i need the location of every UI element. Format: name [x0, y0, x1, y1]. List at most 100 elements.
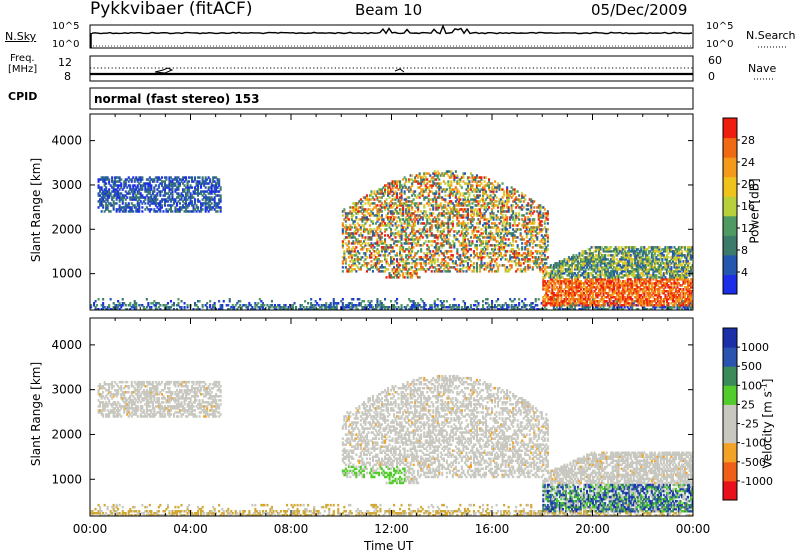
heatmap-cell	[482, 190, 485, 193]
heatmap-cell	[105, 192, 108, 195]
heatmap-cell	[451, 208, 454, 211]
heatmap-cell	[402, 258, 405, 261]
heatmap-cell	[448, 188, 451, 191]
heatmap-cell	[531, 202, 534, 205]
heatmap-cell	[379, 188, 382, 191]
heatmap-cell	[552, 294, 555, 297]
heatmap-cell	[108, 202, 111, 205]
heatmap-cell	[405, 202, 408, 205]
heatmap-cell	[459, 258, 462, 261]
heatmap-cell	[524, 306, 527, 309]
heatmap-cell	[503, 236, 506, 239]
heatmap-cell	[182, 176, 185, 179]
heatmap-cell	[201, 176, 204, 179]
heatmap-cell	[391, 186, 394, 189]
heatmap-cell	[513, 256, 516, 259]
heatmap-cell	[213, 198, 216, 201]
heatmap-cell	[566, 286, 569, 289]
heatmap-cell	[543, 284, 546, 287]
heatmap-cell	[530, 236, 533, 239]
heatmap-cell	[192, 308, 195, 310]
heatmap-cell	[453, 188, 456, 191]
heatmap-cell	[182, 188, 185, 191]
heatmap-cell	[483, 236, 486, 239]
heatmap-cell	[133, 180, 136, 183]
heatmap-cell	[554, 298, 557, 301]
heatmap-cell	[581, 258, 584, 261]
heatmap-cell	[492, 206, 495, 209]
heatmap-cell	[540, 238, 543, 241]
heatmap-cell	[302, 306, 305, 309]
heatmap-cell	[463, 210, 466, 213]
heatmap-cell	[510, 204, 513, 207]
heatmap-cell	[411, 238, 414, 241]
heatmap-cell	[341, 232, 344, 235]
heatmap-cell	[355, 212, 358, 215]
heatmap-cell	[353, 248, 356, 251]
heatmap-cell	[382, 242, 385, 245]
heatmap-cell	[384, 200, 387, 203]
heatmap-cell	[492, 248, 495, 251]
heatmap-cell	[543, 304, 546, 307]
heatmap-cell	[361, 212, 364, 215]
heatmap-cell	[450, 228, 453, 231]
heatmap-cell	[129, 308, 132, 310]
heatmap-cell	[185, 186, 188, 189]
heatmap-cell	[210, 182, 213, 185]
heatmap-cell	[385, 258, 388, 261]
heatmap-cell	[371, 230, 374, 233]
heatmap-cell	[584, 306, 587, 309]
heatmap-cell	[390, 300, 393, 303]
heatmap-cell	[376, 220, 379, 223]
heatmap-cell	[583, 266, 586, 269]
heatmap-cell	[409, 238, 412, 241]
heatmap-cell	[525, 232, 528, 235]
heatmap-cell	[362, 252, 365, 255]
heatmap-cell	[417, 222, 420, 225]
heatmap-cell	[546, 284, 549, 287]
heatmap-cell	[592, 284, 595, 287]
heatmap-cell	[530, 232, 533, 235]
heatmap-cell	[200, 210, 203, 213]
heatmap-cell	[477, 218, 480, 221]
heatmap-cell	[592, 274, 595, 277]
heatmap-cell	[569, 306, 572, 309]
heatmap-cell	[560, 260, 563, 263]
heatmap-cell	[415, 206, 418, 209]
heatmap-cell	[475, 264, 478, 267]
heatmap-cell	[450, 208, 453, 211]
heatmap-cell	[576, 260, 579, 263]
heatmap-cell	[495, 216, 498, 219]
heatmap-cell	[194, 208, 197, 211]
heatmap-cell	[560, 264, 563, 267]
heatmap-cell	[341, 298, 344, 301]
heatmap-cell	[555, 266, 558, 269]
heatmap-cell	[364, 218, 367, 221]
heatmap-cell	[408, 250, 411, 253]
heatmap-cell	[445, 222, 448, 225]
heatmap-cell	[365, 210, 368, 213]
heatmap-cell	[486, 308, 489, 310]
heatmap-cell	[432, 220, 435, 223]
heatmap-cell	[530, 250, 533, 253]
heatmap-cell	[454, 238, 457, 241]
heatmap-cell	[557, 300, 560, 303]
heatmap-cell	[151, 302, 154, 305]
heatmap-cell	[584, 276, 587, 279]
heatmap-cell	[347, 252, 350, 255]
heatmap-cell	[414, 238, 417, 241]
heatmap-cell	[482, 248, 485, 251]
heatmap-cell	[373, 206, 376, 209]
heatmap-cell	[570, 278, 573, 281]
heatmap-cell	[132, 194, 135, 197]
heatmap-cell	[555, 292, 558, 295]
heatmap-cell	[567, 256, 570, 259]
heatmap-cell	[409, 190, 412, 193]
heatmap-cell	[374, 204, 377, 207]
heatmap-cell	[169, 188, 172, 191]
heatmap-cell	[380, 190, 383, 193]
heatmap-cell	[569, 276, 572, 279]
heatmap-cell	[492, 204, 495, 207]
heatmap-cell	[409, 242, 412, 245]
heatmap-cell	[236, 308, 239, 310]
